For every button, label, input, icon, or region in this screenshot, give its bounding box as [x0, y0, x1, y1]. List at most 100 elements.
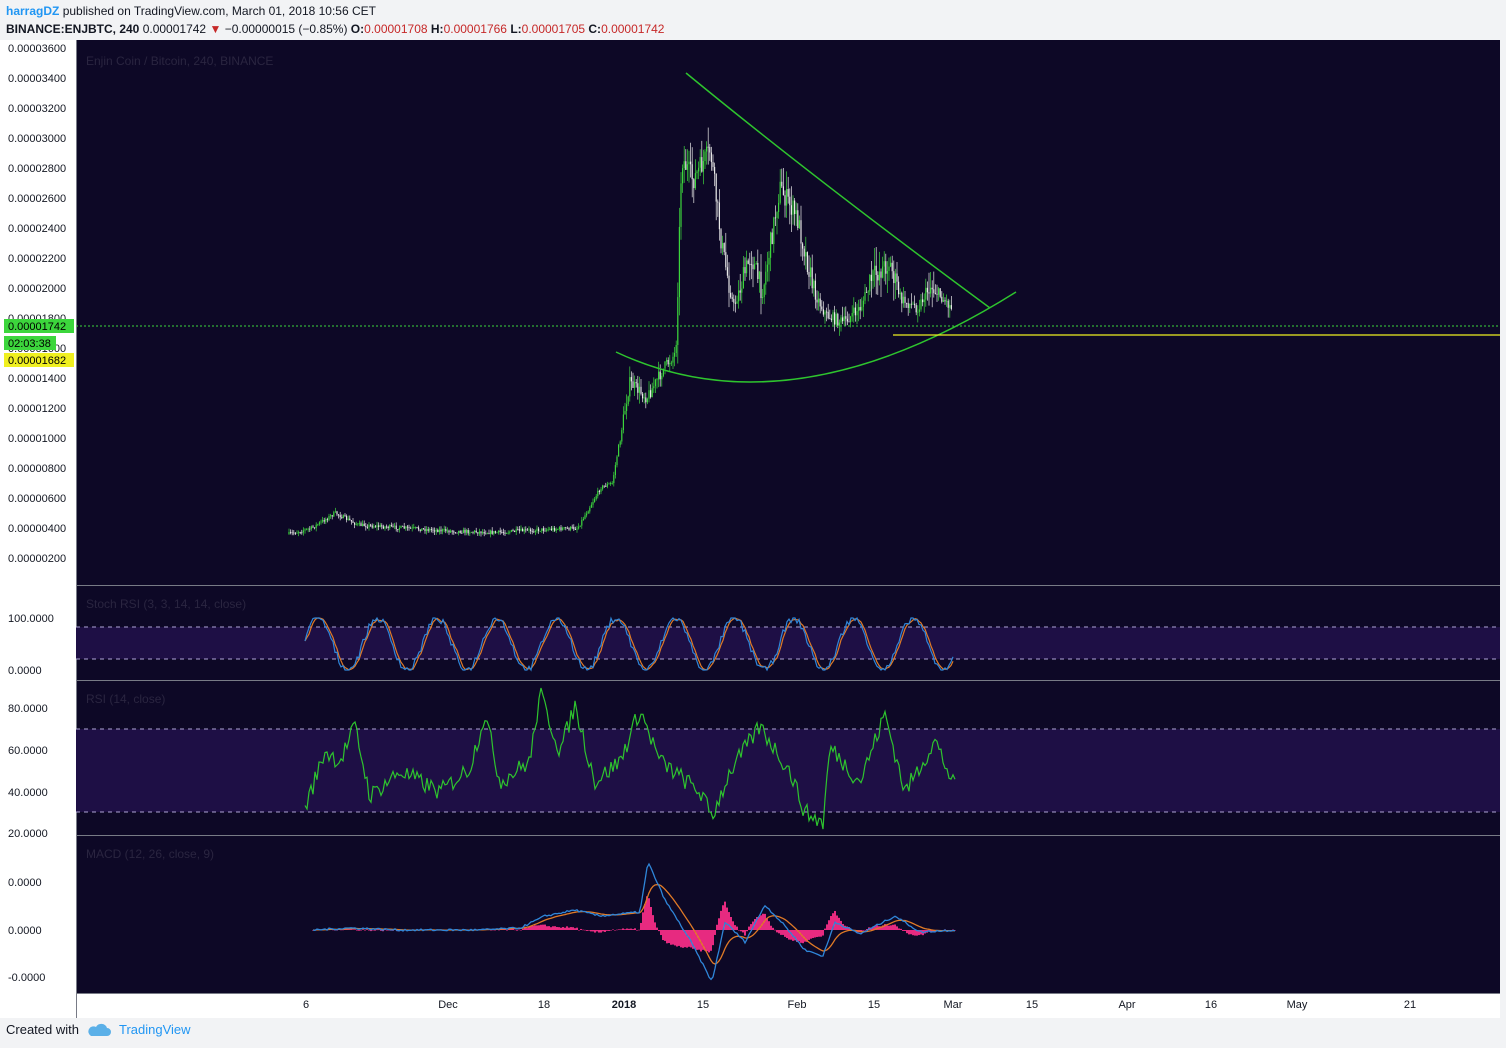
- candle-body: [462, 529, 464, 534]
- candle-body: [899, 292, 901, 295]
- price-tick: 0.00003600: [8, 43, 66, 55]
- candle-body: [512, 530, 514, 531]
- candle-body: [477, 532, 479, 534]
- candle-body: [877, 274, 879, 281]
- candle-body: [749, 263, 751, 265]
- candle-body: [354, 522, 356, 525]
- candle-body: [434, 530, 436, 532]
- macd-hist-bar: [576, 927, 578, 930]
- candle-body: [478, 531, 480, 534]
- author-link[interactable]: harragDZ: [6, 4, 60, 18]
- macd-hist-bar: [592, 930, 594, 932]
- candle-body: [792, 200, 794, 215]
- candle-body: [466, 530, 468, 533]
- candle-body: [578, 526, 580, 529]
- macd-hist-bar: [362, 929, 364, 931]
- candle-body: [616, 456, 618, 466]
- candle-body: [426, 529, 428, 532]
- candle-body: [677, 297, 679, 345]
- macd-hist-bar: [554, 926, 556, 930]
- candle-body: [742, 267, 744, 289]
- candle-body: [718, 202, 720, 230]
- macd-hist-bar: [900, 928, 902, 930]
- candle-body: [646, 398, 648, 403]
- price-tick: 0.00003000: [8, 133, 66, 145]
- candle-body: [842, 317, 844, 322]
- price-pane[interactable]: [76, 40, 1500, 585]
- candle-body: [389, 525, 391, 528]
- macd-histogram: [312, 896, 956, 953]
- candle-body: [515, 529, 517, 532]
- candle-body: [733, 298, 735, 303]
- candle-body: [499, 530, 501, 533]
- macd-hist-bar: [572, 927, 574, 930]
- macd-pane[interactable]: [76, 836, 1500, 993]
- candle-body: [342, 515, 344, 519]
- candle-body: [530, 529, 532, 532]
- macd-hist-bar: [548, 926, 550, 930]
- candle-body: [594, 499, 596, 502]
- candle-body: [411, 527, 413, 529]
- lower-trendline[interactable]: [615, 291, 1017, 383]
- cloud-logo-icon: [88, 1023, 111, 1036]
- macd-hist-bar: [788, 930, 790, 940]
- macd-hist-bar: [540, 924, 542, 930]
- candle-body: [778, 202, 780, 213]
- candle-body: [418, 527, 420, 530]
- rsi-tick-20: 20.0000: [8, 828, 48, 840]
- candle-body: [597, 490, 599, 497]
- candle-body: [518, 529, 520, 531]
- candle-body: [293, 532, 295, 534]
- candle-body: [659, 371, 661, 380]
- macd-hist-bar: [512, 928, 514, 930]
- candle-body: [686, 164, 688, 170]
- macd-hist-bar: [778, 930, 780, 934]
- candle-body: [563, 527, 565, 529]
- upper-trendline[interactable]: [685, 72, 991, 309]
- candle-body: [610, 483, 612, 484]
- candle-body: [627, 396, 629, 405]
- candle-body: [930, 287, 932, 294]
- time-axis[interactable]: [76, 993, 1500, 1018]
- macd-hist-bar: [696, 930, 698, 950]
- support-tag-text: 0.00001682: [8, 355, 66, 367]
- candle-body: [661, 375, 663, 380]
- candle-body: [470, 532, 472, 533]
- macd-hist-bar: [886, 925, 888, 930]
- macd-hist-bar: [806, 930, 808, 942]
- tradingview-link[interactable]: TradingView: [118, 1022, 191, 1037]
- macd-hist-bar: [342, 929, 344, 931]
- macd-tick-upper: 0.0000: [8, 877, 42, 889]
- macd-hist-bar: [862, 930, 864, 931]
- macd-hist-bar: [784, 930, 786, 937]
- candle-body: [946, 300, 948, 302]
- candle-body: [736, 301, 738, 304]
- candle-body: [784, 195, 786, 206]
- candle-body: [806, 252, 808, 273]
- candle-body: [626, 404, 628, 412]
- candle-body: [682, 168, 684, 184]
- candle-body: [830, 318, 832, 321]
- candle-body: [819, 298, 821, 307]
- macd-hist-bar: [616, 929, 618, 931]
- candle-body: [680, 183, 682, 227]
- candle-body: [922, 299, 924, 303]
- macd-hist-bar: [364, 930, 366, 931]
- candle-body: [390, 525, 392, 526]
- macd-hist-bar: [718, 918, 720, 930]
- macd-hist-bar: [668, 930, 670, 944]
- candle-body: [802, 243, 804, 249]
- macd-hist-bar: [744, 930, 746, 936]
- candle-body: [794, 200, 796, 215]
- candle-body: [413, 527, 415, 529]
- candle-body: [875, 265, 877, 275]
- candle-body: [555, 529, 557, 531]
- chart-canvas[interactable]: 0.00003600 0.00003400 0.00003200 0.00003000…: [0, 40, 1506, 1018]
- candle-body: [645, 397, 647, 403]
- candle-body: [406, 526, 408, 528]
- candle-body: [376, 525, 378, 528]
- candle-body: [459, 530, 461, 533]
- candle-body: [696, 171, 698, 174]
- candle-body: [442, 529, 444, 532]
- candle-body: [702, 161, 704, 172]
